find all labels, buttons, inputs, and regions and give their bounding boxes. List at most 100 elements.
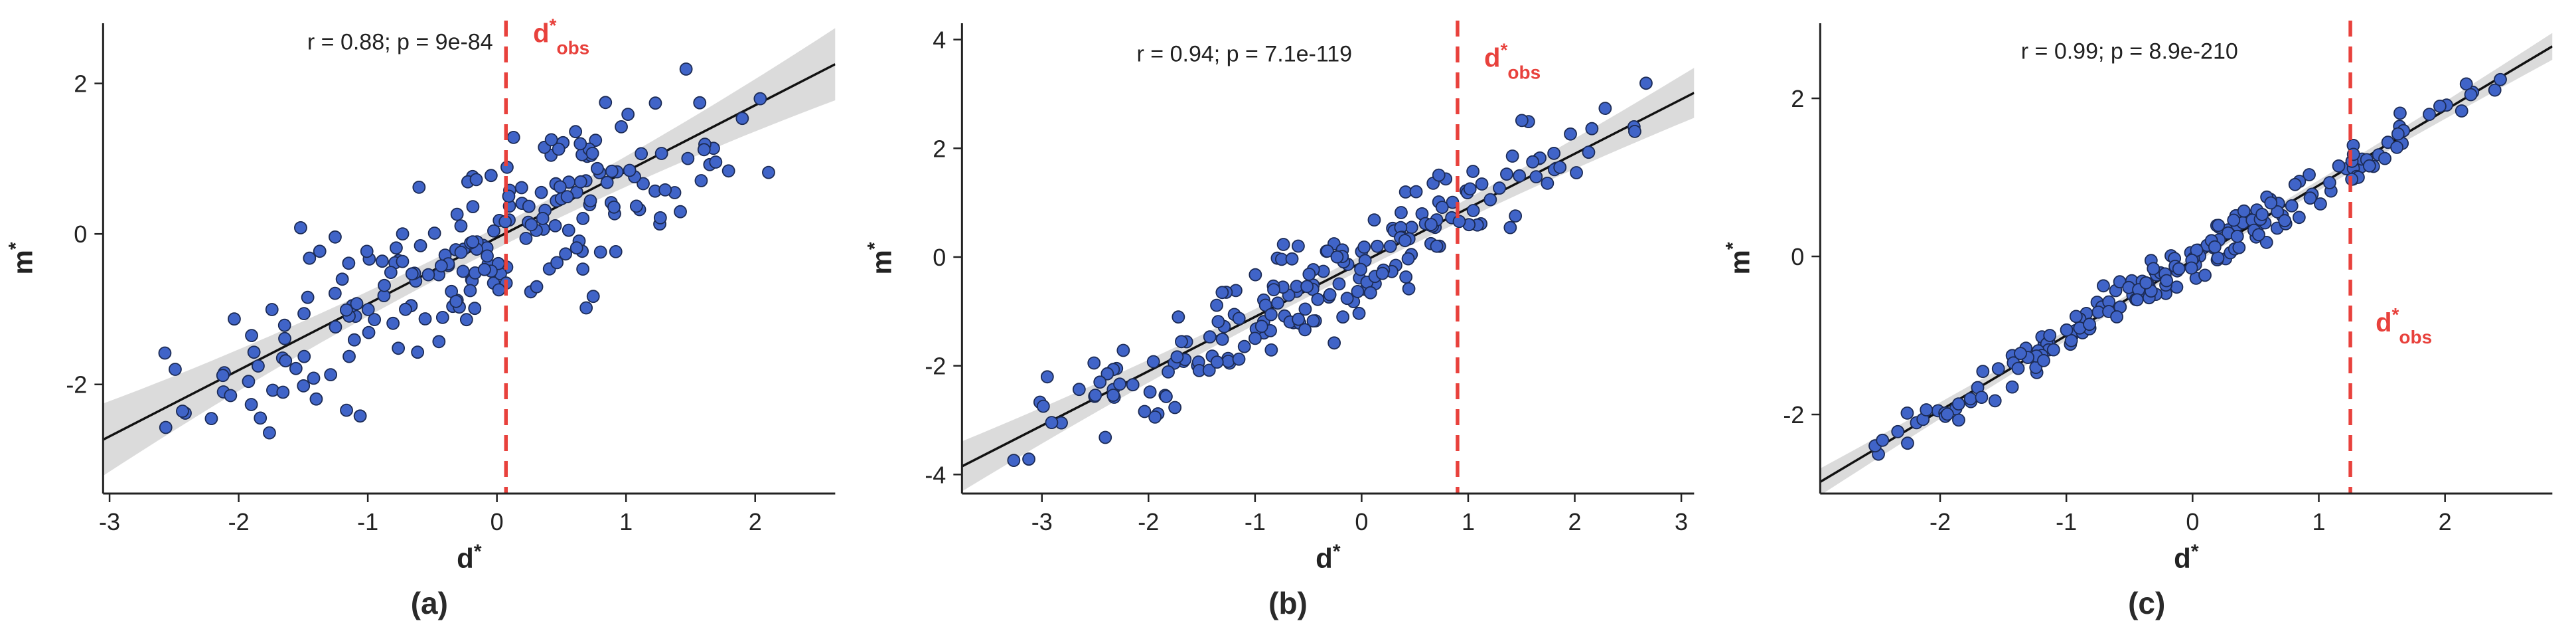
scatter-point — [1311, 292, 1324, 306]
scatter-point — [1232, 352, 1246, 366]
scatter-point — [1306, 314, 1320, 328]
scatter-point — [1492, 181, 1506, 195]
scatter-point — [301, 290, 315, 304]
scatter-point — [2488, 83, 2502, 97]
scatter-point — [297, 379, 311, 393]
scatter-point — [1432, 168, 1446, 182]
scatter-point — [681, 151, 695, 165]
scatter-point — [432, 335, 446, 349]
scatter-point — [2172, 262, 2186, 276]
scatter-point — [449, 294, 463, 308]
scatter-point — [514, 181, 528, 195]
scatter-point — [1475, 177, 1489, 191]
scatter-point — [1430, 239, 1444, 253]
scatter-point — [569, 125, 583, 139]
scatter-point — [2014, 347, 2028, 360]
scatter-point — [1900, 407, 1914, 420]
scatter-point — [1508, 209, 1522, 223]
scatter-point — [1367, 213, 1381, 227]
obs-label: d*obs — [533, 15, 589, 58]
scatter-point — [1036, 399, 1050, 413]
scatter-point — [2303, 168, 2316, 181]
scatter-point — [2278, 214, 2292, 228]
scatter-point — [297, 349, 311, 363]
scatter-point — [648, 96, 662, 110]
scatter-point — [753, 92, 767, 106]
scatter-point — [1424, 218, 1438, 231]
scatter-point — [1964, 392, 1977, 406]
scatter-point — [1352, 306, 1366, 320]
scatter-point — [1327, 336, 1341, 350]
scatter-point — [252, 359, 265, 373]
scatter-point — [2391, 127, 2405, 141]
x-tick-label: 2 — [2439, 508, 2452, 535]
plot-area — [1820, 33, 2553, 494]
scatter-point — [2255, 207, 2269, 221]
scatter-point — [579, 301, 593, 315]
scatter-point — [414, 238, 427, 252]
scatter-point — [245, 329, 258, 343]
y-tick-label: -4 — [925, 461, 946, 488]
scatter-point — [2139, 276, 2153, 290]
scatter-point — [159, 420, 173, 434]
scatter-point — [1598, 102, 1612, 116]
scatter-point — [522, 199, 536, 213]
stat-annotation: r = 0.94; p = 7.1e-119 — [1136, 41, 1352, 66]
scatter-point — [478, 262, 491, 276]
panel-caption-a: (a) — [410, 586, 448, 620]
scatter-point — [1170, 350, 1184, 364]
scatter-point — [1398, 234, 1412, 248]
scatter-point — [1394, 206, 1408, 219]
scatter-point — [242, 375, 256, 389]
scatter-point — [2314, 197, 2328, 211]
scatter-point — [1248, 331, 1262, 345]
scatter-point — [1402, 282, 1416, 296]
panel-c: -2 -1 0 1 2 -2 0 2 d* m* r = 0.99; p = 8.9e-210 d*o… — [1717, 0, 2576, 641]
x-tick-label: 2 — [1568, 508, 1581, 535]
x-tick-label: -2 — [1138, 508, 1159, 535]
scatter-point — [637, 177, 650, 191]
scatter-point — [309, 392, 323, 406]
scatter-point — [1357, 240, 1371, 254]
scatter-point — [679, 62, 693, 76]
scatter-point — [2433, 99, 2447, 113]
scatter-point — [1221, 355, 1235, 368]
scatter-point — [342, 349, 356, 363]
scatter-point — [2271, 205, 2285, 219]
scatter-point — [607, 200, 621, 214]
scatter-point — [1168, 401, 1181, 414]
scatter-point — [674, 205, 687, 219]
scatter-point — [1891, 424, 1905, 438]
scatter-point — [339, 303, 353, 317]
scatter-point — [589, 134, 603, 147]
scatter-point — [1563, 127, 1577, 141]
scatter-point — [550, 256, 564, 270]
x-tick-label: -2 — [228, 508, 250, 535]
x-tick-label: -2 — [1930, 508, 1951, 535]
scatter-point — [1330, 250, 1344, 264]
scatter-point — [1529, 170, 1543, 184]
scatter-point — [1126, 378, 1140, 392]
scatter-point — [735, 112, 749, 126]
scatter-point — [459, 313, 473, 327]
scatter-point — [216, 369, 230, 383]
scatter-point — [2060, 323, 2074, 337]
scatter-point — [463, 284, 477, 298]
scatter-point — [1320, 244, 1334, 258]
panel-a: -3 -2 -1 0 1 2 -2 0 2 d* m* r = 0.88; p = 9e-84 d*ob… — [0, 0, 859, 641]
scatter-point — [553, 180, 567, 194]
scatter-point — [1022, 452, 1035, 466]
scatter-point — [560, 190, 574, 204]
scatter-point — [1072, 383, 1086, 397]
scatter-point — [1007, 454, 1020, 467]
regression-line — [962, 92, 1695, 468]
scatter-point — [375, 254, 389, 268]
scatter-point — [502, 189, 516, 203]
scatter-point — [2252, 228, 2266, 242]
scatter-point — [1639, 76, 1653, 90]
x-axis-label: d* — [2174, 541, 2200, 574]
x-tick-label: -1 — [2056, 508, 2078, 535]
x-tick-label: 0 — [2186, 508, 2200, 535]
scatter-point — [1249, 268, 1262, 282]
scatter-point — [450, 207, 464, 221]
